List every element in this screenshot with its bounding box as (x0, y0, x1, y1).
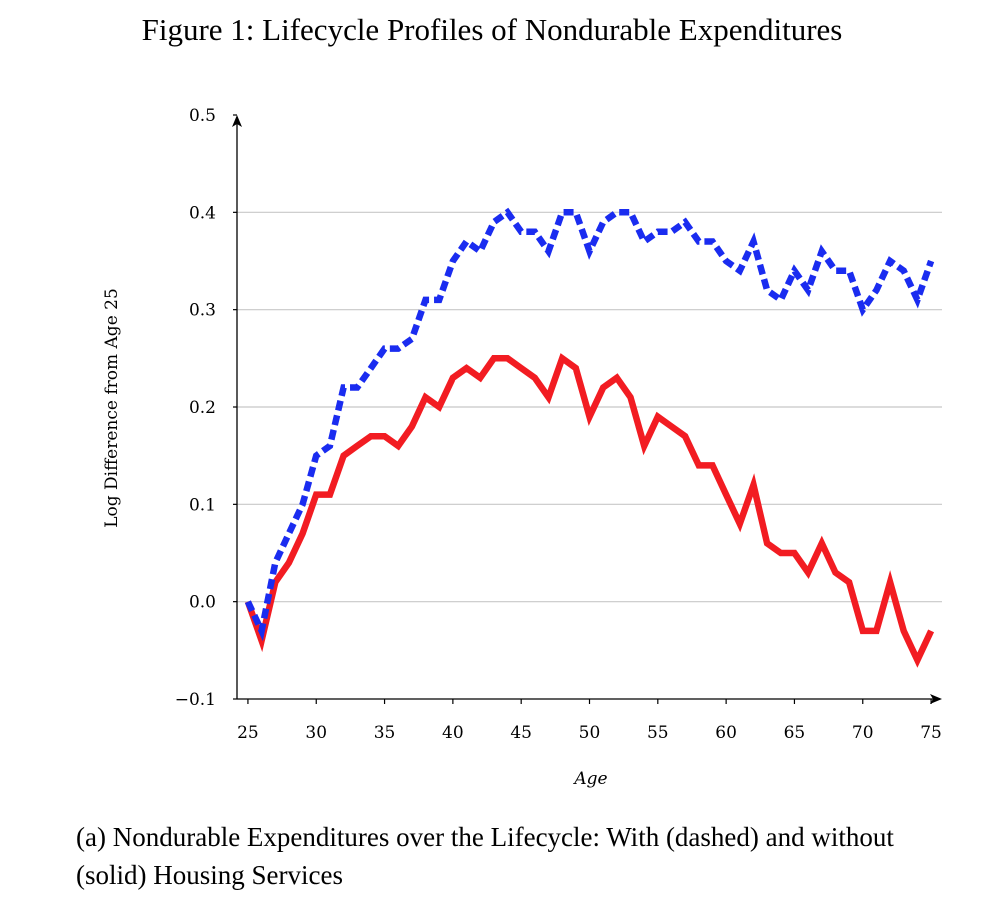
x-tick-label: 40 (442, 723, 464, 743)
x-tick-label: 65 (784, 723, 806, 743)
y-tick-label: 0.3 (189, 301, 216, 321)
y-tick-label: −0.1 (175, 690, 216, 710)
y-ticks: −0.1 0.0 0.1 0.2 0.3 0.4 0.5 (175, 106, 237, 710)
x-tick-label: 55 (647, 723, 669, 743)
y-tick-label: 0.4 (189, 203, 216, 223)
y-tick-label: 0.2 (189, 398, 216, 418)
series-line-solid (244, 353, 935, 668)
x-tick-label: 25 (237, 723, 259, 743)
y-tick-label: 0.5 (189, 106, 216, 126)
x-tick-label: 70 (852, 723, 874, 743)
y-tick-label: 0.1 (189, 495, 216, 515)
x-tick-label: 50 (579, 723, 601, 743)
x-tick-label: 35 (374, 723, 396, 743)
x-axis-title: Age (572, 769, 607, 789)
x-axis-arrow (930, 694, 942, 704)
series-line-dashed (244, 207, 935, 642)
figure-caption: (a) Nondurable Expenditures over the Lif… (76, 822, 894, 890)
x-tick-label: 75 (920, 723, 942, 743)
series-layer (244, 207, 935, 668)
x-tick-label: 60 (715, 723, 737, 743)
figure-title: Figure 1: Lifecycle Profiles of Nondurab… (141, 12, 843, 47)
y-axis-title: Log Difference from Age 25 (102, 288, 122, 528)
y-axis-arrow (232, 115, 242, 127)
x-tick-label: 45 (510, 723, 532, 743)
y-tick-label: 0.0 (189, 593, 216, 613)
axes (232, 115, 942, 704)
x-tick-label: 30 (305, 723, 327, 743)
x-ticks: 25 30 35 40 45 50 55 60 65 70 75 (237, 699, 942, 743)
